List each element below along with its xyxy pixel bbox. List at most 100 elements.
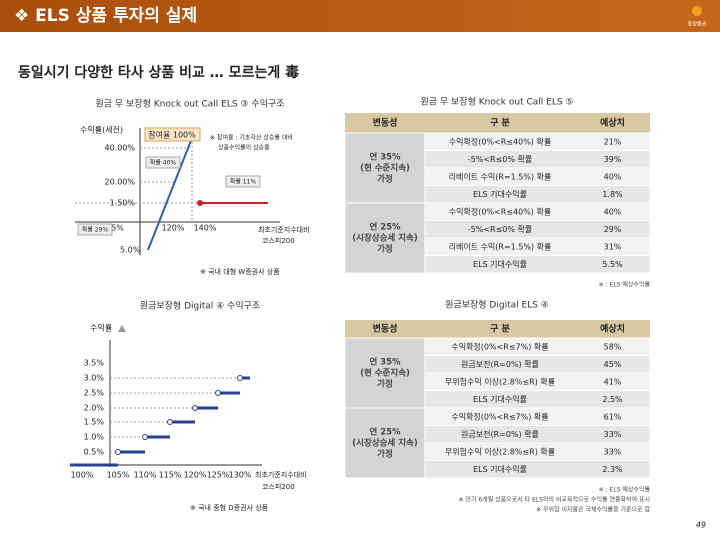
y-tick-label: 20.00% <box>104 178 135 187</box>
cell: 원금보전(R=0%) 확률 <box>461 429 539 439</box>
y-tick-label: 2.0% <box>84 404 105 413</box>
cell: 40% <box>604 172 622 181</box>
step-dot <box>192 405 198 411</box>
group-label: 가정 <box>377 379 393 390</box>
table-header <box>345 320 650 338</box>
cell: 1.8% <box>602 190 623 199</box>
cell: -5%<R≤0% 확률 <box>468 154 533 164</box>
cell: 무위험수익 이상(2.8%≤R) 확률 <box>445 446 555 456</box>
label-box <box>145 156 181 169</box>
cell: 2.5% <box>602 395 623 404</box>
footer-note: ※ 국내 중형 D증권사 상품 <box>190 503 269 512</box>
group-label: 가정 <box>377 449 393 460</box>
step-dot <box>115 449 121 455</box>
participation: 참여율 100% <box>148 130 196 140</box>
x-tick-label: 125% <box>207 471 230 480</box>
y-tick-label: 2.5% <box>84 389 105 398</box>
group-cell <box>344 407 426 479</box>
group-label: (현 수준지속) <box>360 368 410 379</box>
group-label: (시장상승세 지속) <box>352 233 418 244</box>
page-number: 49 <box>696 521 706 530</box>
cell: 수익확정(0%<R≤7%) 확률 <box>451 411 548 421</box>
prob-label: 확률 40% <box>150 159 177 167</box>
group-cell <box>344 337 426 409</box>
rebate-dot <box>197 200 203 206</box>
y-tick-label: 1.0% <box>84 433 105 442</box>
note: 상품수익률의 상승율 <box>218 144 270 152</box>
label-box <box>225 175 261 188</box>
header-cell: 예상치 <box>600 323 625 335</box>
header-cell: 변동성 <box>373 323 398 335</box>
cell: 21% <box>604 137 622 146</box>
x-axis-label: 최초기준지수대비 <box>255 470 307 479</box>
group-label: (현 수준지속) <box>360 163 410 174</box>
group-label: 가정 <box>377 244 393 255</box>
group-cell <box>344 202 426 274</box>
cell: 41% <box>604 377 622 386</box>
y-tick-label: 1.50% <box>110 199 136 208</box>
header-cell: 구 분 <box>490 324 510 335</box>
prob-label: 확률 29% <box>82 226 109 234</box>
label-box <box>144 127 201 142</box>
low-label: 5.0% <box>120 246 141 255</box>
x-tick-label: 100% <box>71 471 94 480</box>
step-dot <box>142 434 148 440</box>
x-tick-label: 120% <box>162 224 185 233</box>
note: ※ 참여율 : 기초자산 상승률 대비 <box>210 134 293 142</box>
cell: ELS 기대수익률 <box>473 464 527 474</box>
chart-title: 원금보장형 Digital ④ 수익구조 <box>140 300 260 312</box>
note: ※ : ELS 예상수익률 <box>599 486 651 494</box>
label-box <box>77 223 113 236</box>
x-axis-label: 코스피200 <box>262 482 295 491</box>
x-tick-label: 120% <box>184 471 207 480</box>
cell: 수익확정(0%<R≤40%) 확률 <box>449 136 551 146</box>
logo-icon <box>692 6 702 16</box>
group-label: 연 35% <box>369 357 401 368</box>
cell: 58% <box>604 342 622 351</box>
logo-text: 동양증권 <box>688 21 707 28</box>
y-label: 수익률(세전) <box>80 125 123 135</box>
step-dot <box>215 390 221 396</box>
y-tick-label: 3.0% <box>84 374 105 383</box>
x-tick-label: 110% <box>134 471 157 480</box>
x-tick-label: 130% <box>229 471 252 480</box>
x-tick-label: 95% <box>106 224 124 233</box>
cell: 수익확정(0%<R≤7%) 확률 <box>451 341 548 351</box>
cell: 29% <box>604 225 622 234</box>
cell: 61% <box>604 412 622 421</box>
header-bar <box>0 0 720 32</box>
header-cell: 변동성 <box>373 117 398 129</box>
payoff-line <box>147 137 193 251</box>
cell: 2.3% <box>602 465 623 474</box>
step-dot <box>237 375 243 381</box>
cell: 리베이트 수익(R=1.5%) 확률 <box>449 241 552 251</box>
y-tick-label: 0.5% <box>84 448 105 457</box>
x-axis-label: 코스피200 <box>262 236 295 245</box>
y-tick-label: 1.5% <box>84 418 105 427</box>
y-label: 수익률 <box>90 323 112 333</box>
cell: 31% <box>604 242 622 251</box>
group-label: (시장상승세 지속) <box>352 438 418 449</box>
header-cell: 예상치 <box>600 117 625 129</box>
y-tick-label: 40.00% <box>104 144 135 153</box>
note: ※ 만기 6개월 상품으로서 타 ELS와의 비교목적으로 수익률 연율화하여 … <box>458 496 650 504</box>
footer-note: ※ 국내 대형 W증권사 상품 <box>200 267 280 276</box>
cell: 33% <box>604 430 622 439</box>
group-label: 연 25% <box>369 222 401 233</box>
row <box>424 460 651 479</box>
chart-title: 원금 무 보장형 Knock out Call ELS ③ 수익구조 <box>96 98 285 110</box>
cell: 33% <box>604 447 622 456</box>
x-tick-label: 105% <box>107 471 130 480</box>
group-label: 가정 <box>377 174 393 185</box>
cell: 45% <box>604 360 622 369</box>
row <box>424 255 651 274</box>
cell: 5.5% <box>602 260 623 269</box>
cell: ELS 기대수익률 <box>473 394 527 404</box>
cell: 원금보전(R=0%) 확률 <box>461 359 539 369</box>
arrow <box>118 325 126 332</box>
y-tick-label: 3.5% <box>84 359 105 368</box>
subtitle: 동일시기 다양한 타사 상품 비교 … 모르는게 毒 <box>18 64 299 81</box>
table-header <box>345 113 650 133</box>
x-tick-label: 115% <box>159 471 182 480</box>
